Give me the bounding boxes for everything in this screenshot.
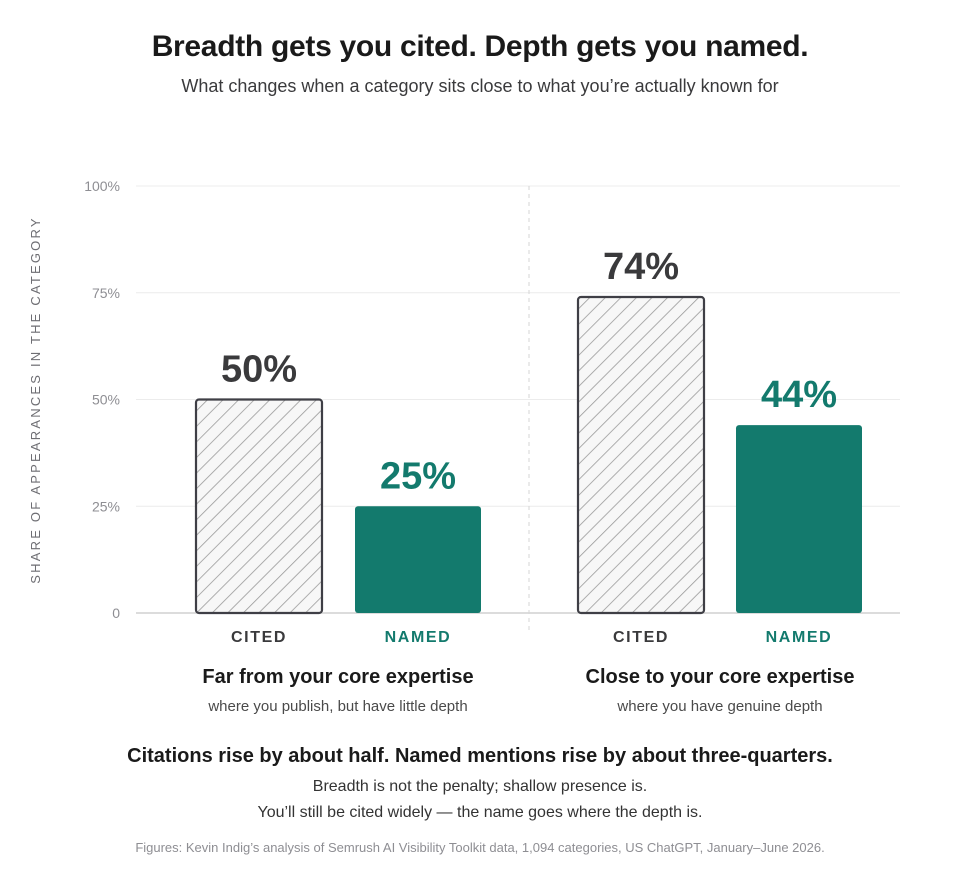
bar-named: [736, 425, 862, 613]
y-tick-label: 25%: [92, 498, 120, 514]
data-label: 25%: [380, 455, 456, 497]
y-axis-label: SHARE OF APPEARANCES IN THE CATEGORY: [28, 216, 43, 583]
headline: Citations rise by about half. Named ment…: [127, 745, 833, 767]
y-tick-label: 50%: [92, 392, 120, 408]
y-tick-label: 100%: [84, 178, 120, 194]
note-line-2: You’ll still be cited widely — the name …: [257, 804, 703, 821]
y-tick-label: 0: [112, 605, 120, 621]
bar-cited: [194, 398, 324, 615]
x-tick-label: NAMED: [385, 629, 452, 646]
chart-title: Breadth gets you cited. Depth gets you n…: [151, 30, 809, 63]
group-subtitle-far: where you publish, but have little depth: [208, 698, 468, 715]
note-line-1: Breadth is not the penalty; shallow pres…: [312, 778, 648, 795]
data-label: 74%: [603, 246, 679, 288]
x-tick-label: CITED: [231, 629, 287, 646]
group-subtitle-close: where you have genuine depth: [617, 698, 823, 715]
group-title-close: Close to your core expertise: [585, 666, 855, 688]
data-label: 44%: [761, 374, 837, 416]
x-tick-label: NAMED: [766, 629, 833, 646]
x-tick-label: CITED: [613, 629, 669, 646]
bar-cited: [576, 295, 706, 615]
group-title-far: Far from your core expertise: [202, 666, 474, 688]
chart-subtitle: What changes when a category sits close …: [181, 76, 779, 96]
bar-named: [355, 506, 481, 613]
source-note: Figures: Kevin Indig’s analysis of Semru…: [135, 840, 825, 855]
y-tick-label: 75%: [92, 285, 120, 301]
data-label: 50%: [221, 349, 297, 391]
